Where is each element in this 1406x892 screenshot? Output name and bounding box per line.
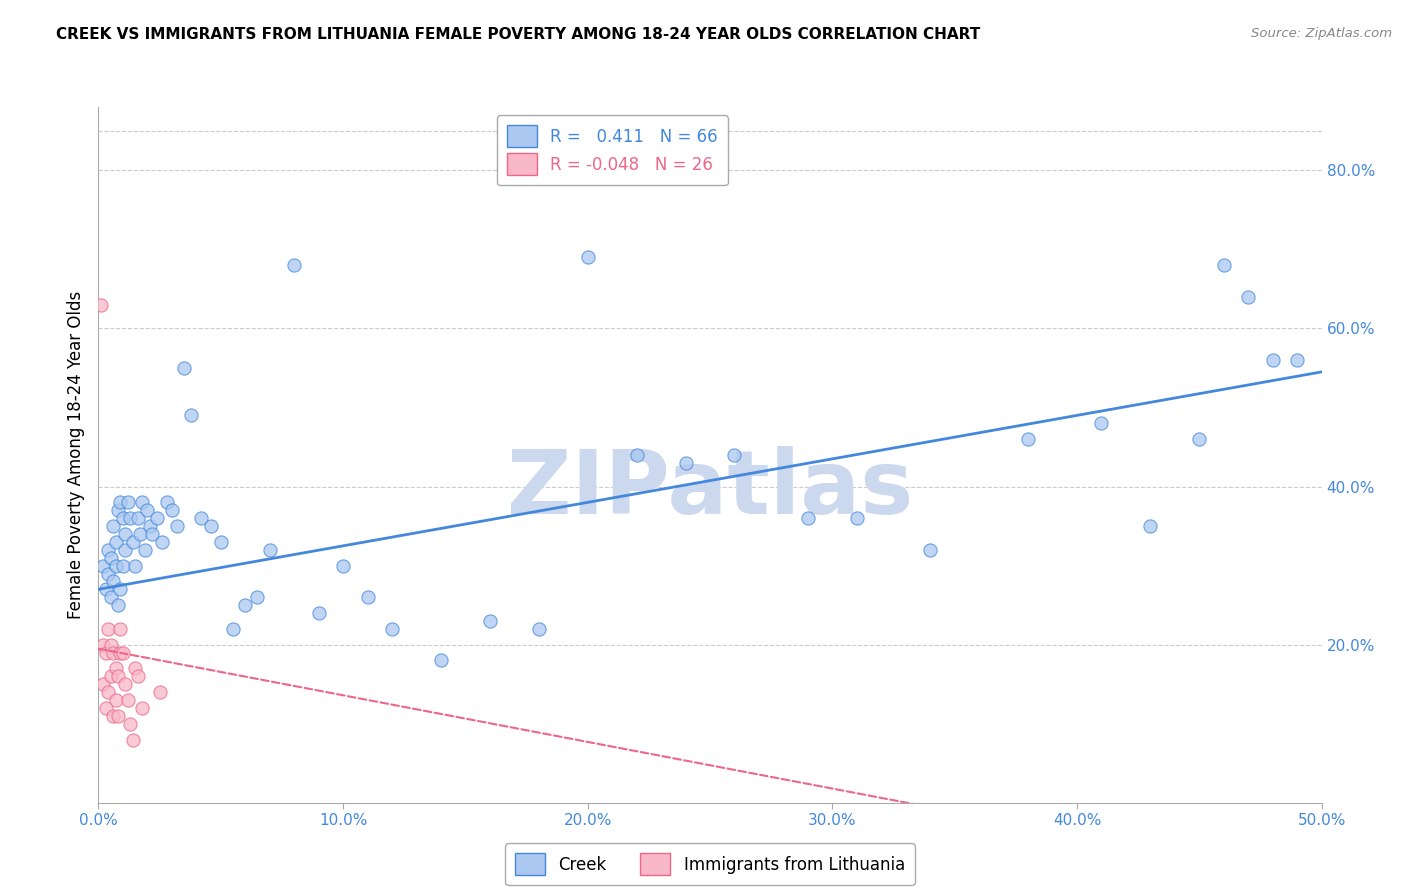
Text: CREEK VS IMMIGRANTS FROM LITHUANIA FEMALE POVERTY AMONG 18-24 YEAR OLDS CORRELAT: CREEK VS IMMIGRANTS FROM LITHUANIA FEMAL… (56, 27, 980, 42)
Point (91, 638, 114, 652)
Point (131, 701, 153, 715)
Point (141, 527, 163, 541)
Point (1139, 519, 1161, 533)
Point (124, 558, 146, 573)
Y-axis label: Female Poverty Among 18-24 Year Olds: Female Poverty Among 18-24 Year Olds (66, 291, 84, 619)
Point (166, 519, 188, 533)
Point (101, 574, 124, 589)
Point (124, 661, 146, 675)
Point (150, 534, 173, 549)
Point (104, 558, 127, 573)
Point (100, 638, 122, 652)
Point (101, 519, 124, 533)
Point (136, 503, 159, 517)
Point (180, 409, 202, 423)
Point (100, 550, 122, 565)
Point (100, 591, 122, 605)
Point (107, 708, 129, 723)
Point (110, 646, 132, 660)
Point (1090, 417, 1112, 431)
Point (200, 519, 222, 533)
Point (114, 677, 136, 691)
Point (1212, 258, 1234, 272)
Point (117, 495, 139, 509)
Point (190, 511, 212, 525)
Point (104, 693, 127, 707)
Point (110, 495, 132, 509)
Point (94, 701, 117, 715)
Point (134, 542, 156, 557)
Point (381, 622, 404, 636)
Point (356, 591, 378, 605)
Point (100, 669, 122, 683)
Point (97, 622, 120, 636)
Text: Source: ZipAtlas.com: Source: ZipAtlas.com (1251, 27, 1392, 40)
Point (107, 503, 129, 517)
Point (209, 534, 232, 549)
Point (104, 534, 127, 549)
Point (114, 542, 136, 557)
Point (91, 558, 114, 573)
Point (111, 511, 134, 525)
Point (121, 534, 143, 549)
Point (845, 511, 868, 525)
Point (308, 606, 330, 620)
Point (90, 298, 112, 312)
Point (146, 511, 169, 525)
Point (110, 622, 132, 636)
Point (675, 456, 697, 470)
Point (797, 511, 820, 525)
Point (94, 646, 117, 660)
Point (117, 693, 139, 707)
Point (920, 542, 942, 557)
Point (111, 558, 134, 573)
Point (283, 258, 305, 272)
Point (107, 598, 129, 612)
Point (114, 527, 136, 541)
Point (1017, 432, 1039, 446)
Point (131, 495, 153, 509)
Point (1188, 432, 1211, 446)
Point (222, 622, 245, 636)
Text: ZIPatlas: ZIPatlas (508, 446, 912, 533)
Point (173, 360, 195, 375)
Point (101, 646, 124, 660)
Point (576, 250, 599, 264)
Point (120, 716, 142, 731)
Point (233, 598, 256, 612)
Point (129, 527, 152, 541)
Point (104, 661, 127, 675)
Point (723, 448, 745, 462)
Point (111, 646, 134, 660)
Point (478, 614, 501, 628)
Point (94, 582, 117, 597)
Point (160, 503, 183, 517)
Point (97, 542, 120, 557)
Point (107, 669, 129, 683)
Point (626, 448, 648, 462)
Point (527, 622, 550, 636)
Point (120, 511, 142, 525)
Point (246, 591, 269, 605)
Point (127, 511, 149, 525)
Point (430, 653, 453, 667)
Point (1237, 290, 1260, 304)
Legend: Creek, Immigrants from Lithuania: Creek, Immigrants from Lithuania (505, 844, 915, 885)
Point (101, 708, 124, 723)
Point (156, 495, 179, 509)
Point (139, 519, 162, 533)
Point (91, 677, 114, 691)
Point (1261, 353, 1284, 368)
Point (127, 669, 149, 683)
Point (149, 685, 172, 699)
Point (121, 732, 143, 747)
Point (97, 685, 120, 699)
Point (332, 558, 354, 573)
Point (97, 566, 120, 581)
Point (1286, 353, 1309, 368)
Point (259, 542, 281, 557)
Point (110, 582, 132, 597)
